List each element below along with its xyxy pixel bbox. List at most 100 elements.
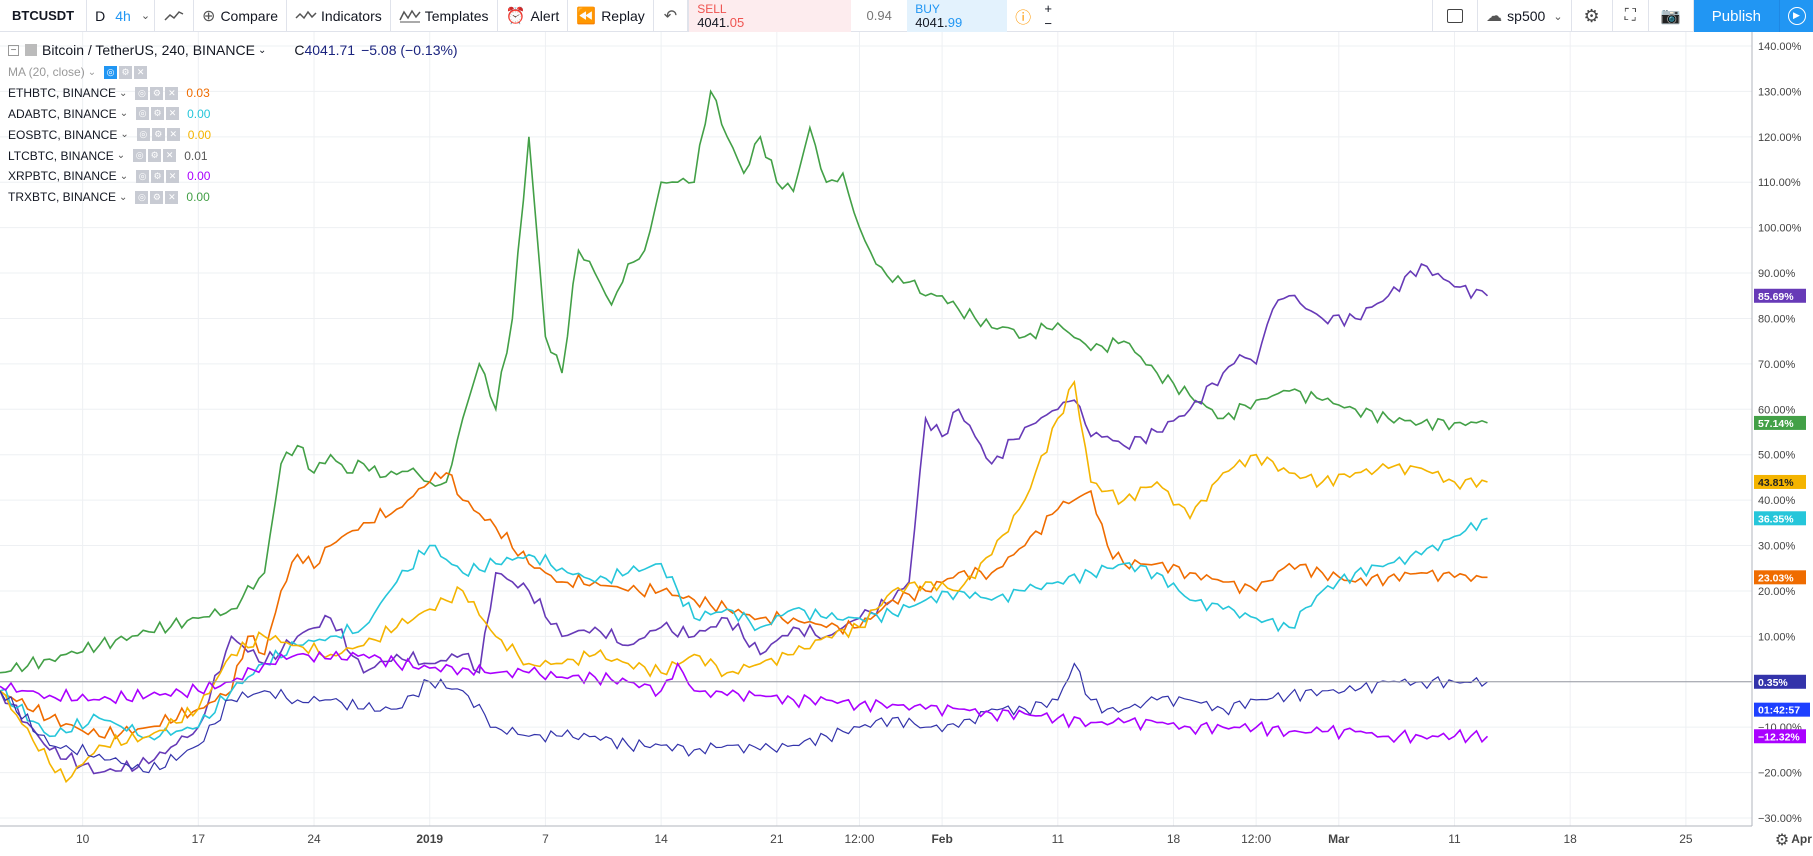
info-icon[interactable]: ⓘ [1015, 9, 1032, 27]
x-tick-label: 25 [1679, 832, 1693, 846]
series-line [0, 89, 1488, 674]
y-tick-label: 20.00% [1758, 586, 1796, 598]
series-line [0, 517, 1488, 741]
last-value-label: 23.03% [1758, 572, 1794, 584]
series-line [0, 650, 1489, 745]
main-series-legend[interactable]: − Bitcoin / TetherUS, 240, BINANCE ⌄ C 4… [8, 38, 458, 62]
line-chart-icon [164, 10, 184, 21]
undo-button[interactable]: ↶ [654, 0, 689, 32]
x-tick-label: 11 [1052, 832, 1065, 846]
x-tick-label: 2019 [416, 832, 443, 846]
templates-label: Templates [424, 7, 489, 24]
sell-label: SELL [697, 1, 727, 16]
gear-icon[interactable]: ⚙ [151, 128, 165, 142]
axis-settings-icon[interactable]: ⚙ [1775, 832, 1789, 849]
compare-legend-row[interactable]: ADABTC, BINANCE ⌄ ◎ ⚙ ✕ 0.00 [8, 104, 458, 125]
close-icon[interactable]: ✕ [166, 128, 180, 142]
chart-style-button[interactable] [155, 0, 195, 32]
close-icon[interactable]: ✕ [165, 190, 179, 204]
compare-legend-row[interactable]: TRXBTC, BINANCE ⌄ ◎ ⚙ ✕ 0.00 [8, 187, 458, 208]
change-value: −5.08 (−0.13%) [361, 42, 458, 58]
gear-icon[interactable]: ⚙ [150, 190, 164, 204]
close-icon[interactable]: ✕ [134, 65, 148, 79]
sell-price-main: 4041. [697, 14, 730, 30]
chevron-down-icon: ⌄ [1553, 10, 1563, 23]
gear-icon[interactable]: ⚙ [150, 86, 164, 100]
sell-button[interactable]: SELL 4041.05 [688, 0, 852, 32]
compare-button[interactable]: ⊕ Compare [194, 0, 288, 32]
compare-symbol-label: LTCBTC, BINANCE [8, 148, 114, 163]
settings-button[interactable]: ⚙ [1572, 0, 1613, 32]
visibility-icon[interactable]: ◎ [136, 169, 150, 183]
compare-value: 0.01 [184, 148, 208, 163]
ma-indicator-legend[interactable]: MA (20, close) ⌄ ◎ ⚙ ✕ [8, 62, 458, 83]
visibility-icon[interactable]: ◎ [136, 107, 150, 121]
symbol-search-button[interactable]: BTCUSDT [0, 0, 88, 32]
collapse-icon[interactable]: − [8, 44, 19, 56]
chart-canvas[interactable]: 140.00% 130.00% 120.00% 110.00% 100.00% 90.00… [0, 32, 1813, 856]
y-tick-label: 120.00% [1758, 132, 1802, 144]
compare-legend-row[interactable]: XRPBTC, BINANCE ⌄ ◎ ⚙ ✕ 0.00 [8, 166, 458, 187]
snapshot-button[interactable]: 📷 [1649, 0, 1694, 32]
y-tick-label: 30.00% [1758, 541, 1796, 553]
x-tick-label: 14 [654, 832, 668, 846]
trade-size-stepper[interactable]: + − [1039, 1, 1057, 31]
chevron-down-icon: ⌄ [120, 129, 129, 141]
watchlist-button[interactable]: ☁ sp500 ⌄ [1478, 0, 1572, 32]
chevron-down-icon: ⌄ [119, 108, 129, 120]
close-icon[interactable]: ✕ [163, 149, 177, 163]
spread-value: 0.94 [866, 7, 892, 23]
undo-icon: ↶ [663, 7, 678, 25]
compare-symbol-label: ETHBTC, BINANCE [8, 86, 117, 101]
visibility-icon[interactable]: ◎ [104, 65, 118, 79]
last-value-tag [1754, 570, 1806, 585]
visibility-icon[interactable]: ◎ [136, 128, 150, 142]
close-icon[interactable]: ✕ [165, 86, 179, 100]
x-tick-label: 17 [192, 832, 206, 846]
x-tick-label: 21 [770, 832, 784, 846]
templates-button[interactable]: Templates [391, 0, 498, 32]
gear-icon[interactable]: ⚙ [151, 169, 165, 183]
last-value-tag [1754, 729, 1806, 744]
gear-icon[interactable]: ⚙ [151, 107, 165, 121]
compare-symbol-label: XRPBTC, BINANCE [8, 169, 117, 184]
last-value-label: 36.35% [1758, 513, 1794, 525]
chevron-down-icon: ⌄ [140, 10, 151, 22]
templates-icon [399, 9, 421, 22]
gear-icon[interactable]: ⚙ [119, 65, 133, 79]
cloud-icon: ☁ [1486, 8, 1503, 25]
alert-button[interactable]: ⏰ Alert [498, 0, 569, 32]
time-axis[interactable]: 10 17 24 2019 7 14 21 12:00 Feb 11 18 12:00 Mar 11 18 2… [0, 825, 1812, 856]
main-series-title: Bitcoin / TetherUS, 240, BINANCE [42, 42, 255, 58]
price-axis[interactable]: 140.00% 130.00% 120.00% 110.00% 100.00% 90.00… [1751, 32, 1813, 856]
y-tick-label: 50.00% [1758, 450, 1796, 462]
plus-icon[interactable]: + [1044, 0, 1052, 16]
compare-legend-row[interactable]: LTCBTC, BINANCE ⌄ ◎ ⚙ ✕ 0.01 [8, 145, 458, 166]
replay-button[interactable]: ⏪ Replay [568, 0, 654, 32]
close-icon[interactable]: ✕ [166, 169, 180, 183]
visibility-icon[interactable]: ◎ [133, 149, 147, 163]
publish-button[interactable]: Publish [1693, 0, 1779, 32]
indicators-button[interactable]: Indicators [287, 0, 391, 32]
visibility-icon[interactable]: ◎ [135, 190, 149, 204]
close-icon[interactable]: ✕ [166, 107, 180, 121]
y-tick-label: 40.00% [1758, 495, 1796, 507]
layout-button[interactable] [1432, 0, 1479, 32]
fullscreen-button[interactable]: ⛶ [1613, 0, 1649, 32]
minus-icon[interactable]: − [1044, 15, 1052, 31]
last-value-tag [1754, 474, 1806, 489]
buy-button[interactable]: BUY 4041.99 [907, 0, 1008, 32]
play-button[interactable]: ▶ [1779, 0, 1813, 32]
y-tick-label: 60.00% [1758, 404, 1796, 416]
interval-button[interactable]: D 4h ⌄ [87, 0, 156, 32]
compare-legend-row[interactable]: EOSBTC, BINANCE ⌄ ◎ ⚙ ✕ 0.00 [8, 124, 458, 145]
compare-value: 0.00 [187, 127, 212, 142]
x-tick-label: Apr [1791, 832, 1812, 846]
compare-legend-row[interactable]: ETHBTC, BINANCE ⌄ ◎ ⚙ ✕ 0.03 [8, 83, 458, 104]
countdown-label: 01:42:57 [1758, 705, 1800, 717]
last-value-label: −12.32% [1758, 731, 1800, 743]
watchlist-label: sp500 [1507, 8, 1546, 24]
visibility-icon[interactable]: ◎ [135, 86, 149, 100]
gear-icon[interactable]: ⚙ [148, 149, 162, 163]
x-tick-label: Mar [1328, 832, 1350, 846]
